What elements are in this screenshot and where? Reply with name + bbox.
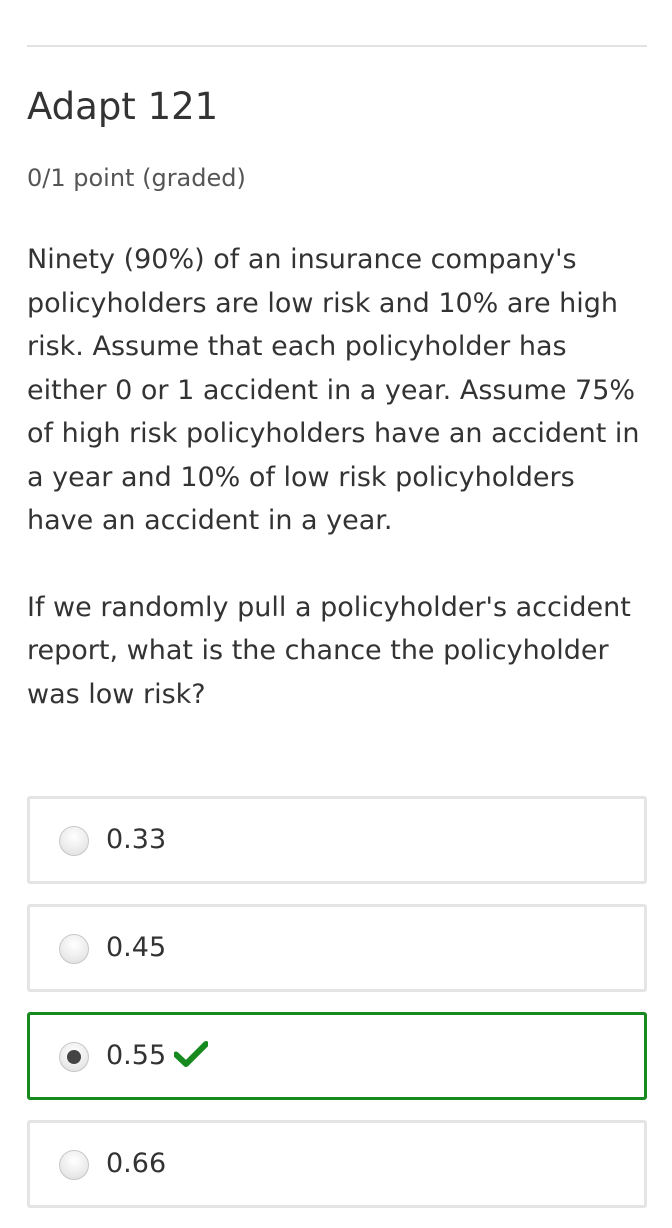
choice-label: 0.55 bbox=[106, 1040, 167, 1071]
choice-option-4[interactable]: 0.66 bbox=[27, 1120, 647, 1208]
radio-button[interactable] bbox=[59, 1150, 89, 1180]
choice-label: 0.33 bbox=[106, 824, 167, 855]
prompt-paragraph: Ninety (90%) of an insurance company's p… bbox=[27, 244, 640, 536]
choice-group: 0.33 0.45 0.55 0.66 bbox=[27, 796, 647, 1228]
top-divider bbox=[27, 45, 647, 47]
problem-title: Adapt 121 bbox=[27, 85, 219, 128]
choice-label-wrap: 0.55 bbox=[106, 1037, 209, 1075]
radio-button[interactable] bbox=[59, 934, 89, 964]
choice-label: 0.66 bbox=[106, 1148, 167, 1179]
problem-points: 0/1 point (graded) bbox=[27, 164, 246, 192]
checkmark-icon bbox=[174, 1040, 209, 1067]
choice-option-3[interactable]: 0.55 bbox=[27, 1012, 647, 1100]
choice-option-2[interactable]: 0.45 bbox=[27, 904, 647, 992]
radio-button[interactable] bbox=[59, 826, 89, 856]
prompt-question: If we randomly pull a policyholder's acc… bbox=[27, 591, 631, 710]
radio-button-selected[interactable] bbox=[59, 1042, 89, 1072]
choice-option-1[interactable]: 0.33 bbox=[27, 796, 647, 884]
choice-label: 0.45 bbox=[106, 932, 167, 963]
problem-prompt: Ninety (90%) of an insurance company's p… bbox=[27, 238, 647, 716]
